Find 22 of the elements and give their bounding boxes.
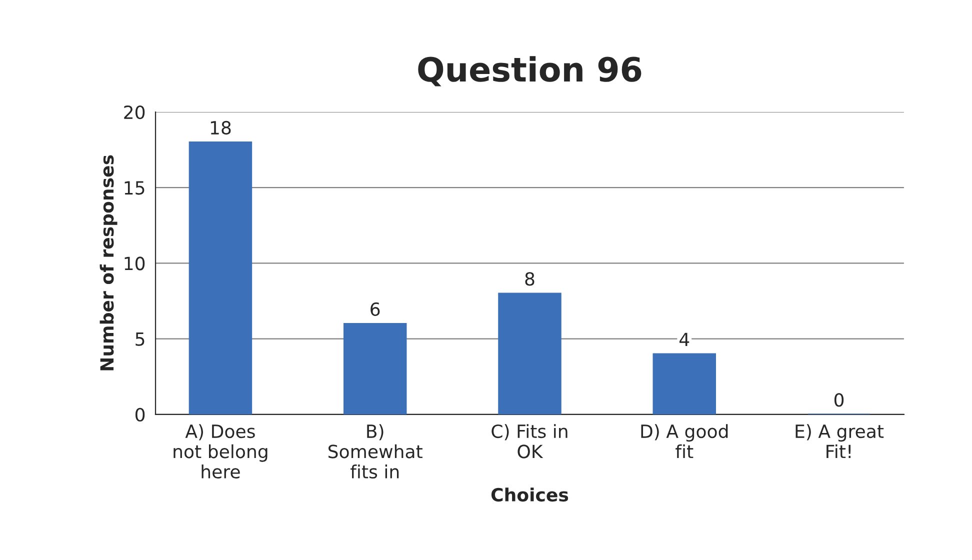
data-label: 4: [680, 332, 690, 346]
bar: [498, 292, 562, 414]
x-tick-label: E) A great Fit!: [796, 424, 884, 458]
x-tick-label: C) Fits in OK: [492, 424, 568, 458]
y-tick-label: 0: [136, 408, 145, 422]
y-tick-label: 20: [124, 105, 145, 120]
y-axis-title: Number of responses: [100, 155, 118, 370]
bar: [343, 322, 407, 414]
x-tick-label: A) Does not belong here: [174, 424, 268, 479]
data-label: 8: [525, 272, 534, 286]
chart-title: Question 96: [418, 56, 642, 86]
y-tick-label: 15: [124, 181, 144, 195]
data-label: 18: [210, 120, 231, 135]
data-label: 6: [370, 302, 380, 316]
bar: [188, 142, 252, 414]
y-tick-label: 10: [124, 256, 145, 270]
x-tick-label: D) A good fit: [641, 424, 728, 458]
data-label: 0: [834, 393, 844, 407]
x-axis-title: Choices: [491, 488, 568, 502]
x-tick-label: B) Somewhat fits in: [328, 424, 422, 479]
bar: [652, 353, 716, 414]
y-tick-label: 5: [136, 332, 144, 346]
